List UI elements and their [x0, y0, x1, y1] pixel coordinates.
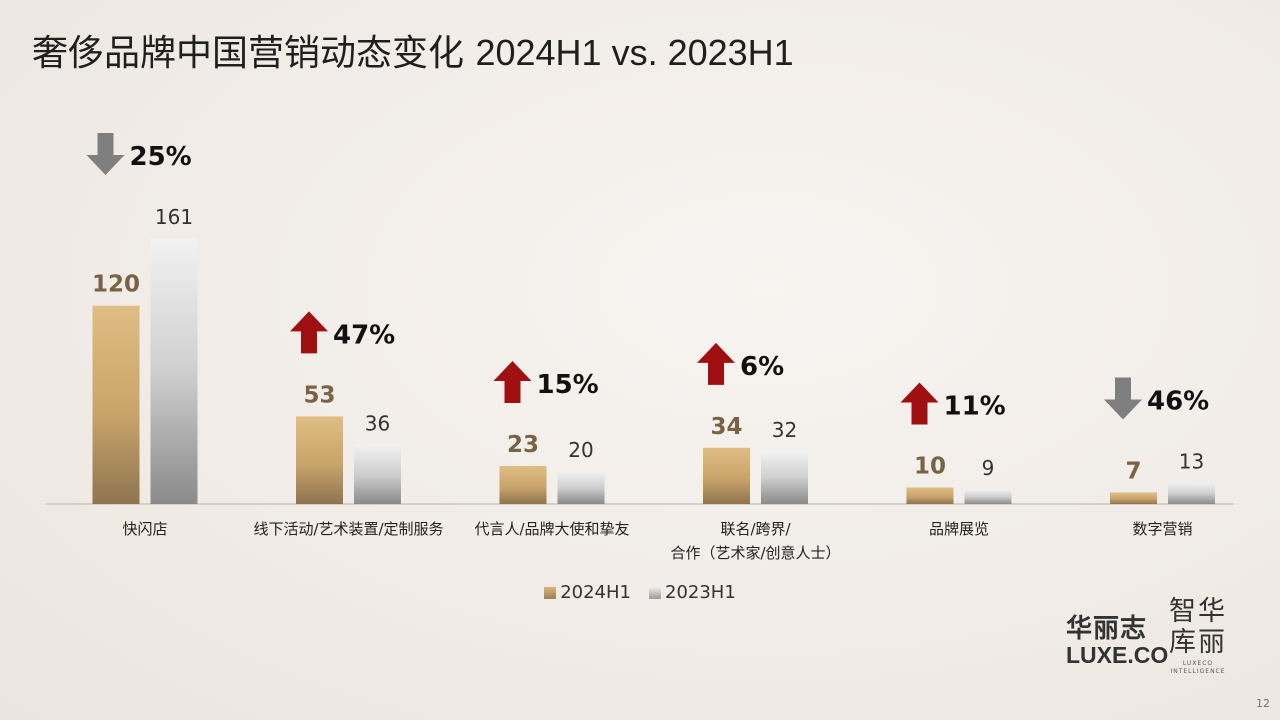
legend-swatch-2023: [649, 586, 661, 599]
arrow-up-icon: [900, 382, 939, 425]
brand-logo: 华丽志 LUXE.CO 智华库丽 LUXECO INTELLIGENCE: [980, 596, 1280, 720]
page-number: 12: [1256, 697, 1270, 710]
bar-2023-1: [354, 444, 401, 504]
category-label-4: 品牌展览: [929, 520, 989, 538]
bar-2024-0: [92, 305, 140, 504]
change-label-5: 46%: [1147, 387, 1209, 417]
bar-2023-3: [761, 451, 808, 504]
category-label-3-line-0: 联名/跨界/: [720, 520, 791, 538]
change-label-4: 11%: [944, 391, 1006, 421]
data-label-2023-2: 20: [568, 438, 593, 462]
change-label-0: 25%: [130, 142, 192, 172]
title-en: 2024H1 vs. 2023H1: [475, 32, 794, 73]
category-label-1: 线下活动/艺术装置/定制服务: [253, 520, 443, 538]
bar-2023-0: [150, 238, 198, 504]
legend-item-2024: 2024H1: [544, 582, 631, 603]
arrow-down-icon: [1104, 377, 1142, 420]
bar-2023-2: [557, 470, 605, 504]
legend-label-2024: 2024H1: [560, 582, 631, 603]
bar-2024-5: [1110, 492, 1157, 504]
arrow-up-icon: [493, 361, 532, 403]
legend: 2024H1 2023H1: [0, 582, 1280, 603]
arrow-down-icon: [86, 133, 125, 175]
data-label-2024-5: 7: [1125, 458, 1141, 484]
change-label-2: 15%: [537, 370, 599, 400]
logo-seal: 智华库丽: [1169, 596, 1227, 658]
bar-2024-2: [499, 466, 547, 504]
category-label-3-line-1: 合作（艺术家/创意人士）: [670, 544, 840, 562]
bar-chart: 120 161 25% 快闪店 53 36 47% 线下活动/艺术装置/定制服务 23 20 15%…: [46, 133, 1234, 562]
logo-subtitle: LUXECO INTELLIGENCE: [1170, 660, 1226, 675]
bar-2023-5: [1168, 482, 1215, 504]
category-label-0: 快闪店: [122, 520, 167, 538]
category-label-2: 代言人/品牌大使和挚友: [474, 520, 629, 538]
page-title: 奢侈品牌中国营销动态变化 2024H1 vs. 2023H1: [32, 24, 794, 76]
logo-en-text: LUXE.CO: [1066, 642, 1169, 668]
data-label-2023-0: 161: [155, 205, 193, 229]
bar-2024-3: [703, 447, 750, 504]
data-label-2024-3: 34: [710, 414, 742, 440]
bar-2024-1: [296, 416, 343, 504]
legend-label-2023: 2023H1: [665, 582, 736, 603]
title-cn: 奢侈品牌中国营销动态变化: [32, 33, 465, 74]
change-label-3: 6%: [740, 352, 784, 382]
data-label-2024-4: 10: [914, 453, 946, 479]
logo-cn-text: 华丽志: [1066, 614, 1148, 644]
legend-swatch-2024: [544, 586, 557, 599]
arrow-up-icon: [697, 342, 735, 385]
arrow-up-icon: [290, 311, 328, 354]
bar-2023-4: [964, 489, 1012, 504]
category-label-5: 数字营销: [1132, 520, 1192, 538]
data-label-2023-4: 9: [982, 456, 995, 480]
bar-2024-4: [906, 487, 954, 504]
data-label-2023-3: 32: [772, 418, 797, 442]
data-label-2024-0: 120: [92, 272, 140, 298]
data-label-2023-1: 36: [365, 412, 390, 436]
data-label-2024-2: 23: [507, 432, 539, 458]
data-label-2023-5: 13: [1179, 450, 1204, 474]
data-label-2024-1: 53: [303, 382, 335, 408]
change-label-1: 47%: [333, 320, 395, 350]
legend-item-2023: 2023H1: [649, 582, 736, 603]
